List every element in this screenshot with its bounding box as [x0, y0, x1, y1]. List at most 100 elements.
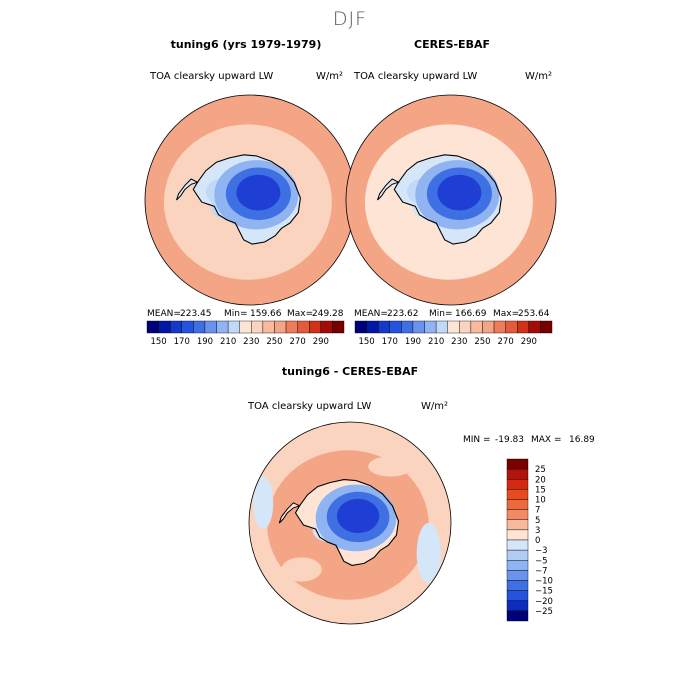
colorbar-b-swatch [505, 320, 518, 334]
colorbar-diff-swatch [506, 610, 529, 622]
colorbar-a-swatch [204, 320, 217, 334]
colorbar-diff-swatch [506, 468, 529, 480]
panel-a-stats: MEAN= 223.45 Min= 159.66 Max= 249.28 [147, 309, 344, 319]
panel-b-min-label: Min= [429, 309, 453, 319]
colorbar-b-swatch [528, 320, 541, 334]
colorbar-diff-tick-label: 25 [535, 465, 546, 475]
colorbar-a-swatch [297, 320, 310, 334]
panel-b-peninsula-outline [377, 178, 400, 201]
panel-a-max-value: 249.28 [312, 309, 344, 319]
panel-b-plateau-core [437, 174, 482, 211]
colorbar-diff-tick-label: 10 [535, 496, 546, 506]
colorbar-a-tick-label: 170 [174, 337, 190, 347]
colorbar-diff-tick-label: 0 [535, 536, 540, 546]
colorbar-a-swatch [158, 320, 171, 334]
colorbar-diff-swatch [506, 529, 529, 541]
panel-b-mean-value: 223.62 [387, 309, 419, 319]
colorbar-b-tick-label: 190 [405, 337, 421, 347]
panel-diff-anomaly-e [416, 523, 441, 584]
colorbar-b: 150 170 190 210 230 250 270 290 [354, 320, 553, 347]
colorbar-diff-swatch [506, 560, 529, 571]
panel-b-map [345, 94, 557, 306]
panel-a-min-label: Min= [224, 309, 248, 319]
panel-diff-anomaly-sw [281, 557, 322, 582]
panel-a-peninsula-outline [176, 178, 199, 201]
colorbar-a-swatch [216, 320, 229, 334]
colorbar-b-tick-label: 270 [498, 337, 514, 347]
panel-b-mean-label: MEAN= [354, 309, 388, 319]
panel-b-min-value: 166.69 [455, 309, 487, 319]
panel-a-min-value: 159.66 [250, 309, 282, 319]
colorbar-b-swatch [517, 320, 530, 334]
colorbar-a-swatch [332, 320, 345, 334]
colorbar-a: 150 170 190 210 230 250 270 290 [146, 320, 345, 347]
colorbar-b-swatch [377, 320, 390, 334]
colorbar-a-swatch [169, 320, 182, 334]
colorbar-b-swatch [401, 320, 414, 334]
colorbar-a-swatch [239, 320, 252, 334]
panel-b-max-value: 253.64 [518, 309, 550, 319]
panel-diff-variable: TOA clearsky upward LW [247, 401, 371, 412]
panel-diff-units: W/m² [421, 401, 448, 412]
panel-a-mean-label: MEAN= [147, 309, 181, 319]
colorbar-a-swatch [251, 320, 264, 334]
colorbar-a-tick-label: 150 [150, 337, 166, 347]
panel-a-title: tuning6 (yrs 1979-1979) [171, 38, 322, 51]
colorbar-diff-swatch [506, 600, 529, 612]
colorbar-b-tick-label: 230 [451, 337, 467, 347]
colorbar-b-swatch [354, 320, 367, 334]
panel-diff-max-value: 16.89 [569, 435, 595, 445]
colorbar-a-tick-label: 210 [220, 337, 236, 347]
colorbar-diff-swatch [506, 509, 529, 520]
colorbar-b-swatch [389, 320, 402, 334]
panel-diff-anomaly-ne [368, 456, 413, 477]
colorbar-diff-tick-label: −15 [535, 587, 553, 597]
panel-b-variable: TOA clearsky upward LW [353, 71, 477, 82]
panel-a-variable: TOA clearsky upward LW [149, 71, 273, 82]
colorbar-b-swatch [412, 320, 425, 334]
panel-a-coastline [192, 154, 301, 245]
panel-b-map-border [345, 94, 557, 306]
colorbar-a-tick-label: 270 [290, 337, 306, 347]
colorbar-b-swatch [435, 320, 448, 334]
colorbar-b-swatch [447, 320, 460, 334]
colorbar-b-tick-label: 290 [521, 337, 537, 347]
colorbar-a-swatch [274, 320, 287, 334]
colorbar-a-tick-label: 250 [266, 337, 282, 347]
panel-a-units: W/m² [316, 71, 343, 82]
panel-diff-coastline [294, 479, 400, 566]
colorbar-diff-swatch [506, 519, 529, 531]
colorbar-diff-tick-label: −3 [535, 546, 548, 556]
colorbar-b-swatch [459, 320, 472, 334]
colorbar-b-tick-label: 210 [428, 337, 444, 347]
colorbar-a-tick-label: 230 [243, 337, 259, 347]
colorbar-diff-tick-label: 15 [535, 485, 546, 495]
panel-diff-stats: MIN = -19.83 MAX = 16.89 [463, 435, 595, 445]
colorbar-a-swatch [181, 320, 194, 334]
panel-a-max-label: Max= [287, 309, 313, 319]
colorbar-diff-swatch [506, 458, 529, 470]
colorbar-a-swatch [262, 320, 275, 334]
colorbar-diff-swatch [506, 590, 529, 601]
colorbar-a-swatch [146, 320, 159, 334]
panel-b-coastline [393, 154, 502, 245]
panel-diff-min-label: MIN = [463, 435, 491, 445]
colorbar-b-tick-label: 250 [474, 337, 490, 347]
colorbar-a-swatch [227, 320, 240, 334]
colorbar-b-swatch [424, 320, 437, 334]
colorbar-diff-tick-label: 20 [535, 475, 546, 485]
panel-b-field [346, 95, 556, 305]
panel-b-stats: MEAN= 223.62 Min= 166.69 Max= 253.64 [354, 309, 550, 319]
colorbar-diff-swatch [506, 499, 529, 510]
panel-a-plateau-core [236, 174, 281, 211]
colorbar-a-swatch [320, 320, 333, 334]
panel-diff-max-label: MAX = [531, 435, 562, 445]
colorbar-diff-tick-label: −25 [535, 607, 553, 617]
colorbar-b-swatch [493, 320, 506, 334]
panel-diff-plateau-core [336, 498, 380, 534]
season-title: DJF [333, 8, 367, 30]
panel-b-units: W/m² [525, 71, 552, 82]
colorbar-diff-swatch [506, 570, 529, 581]
